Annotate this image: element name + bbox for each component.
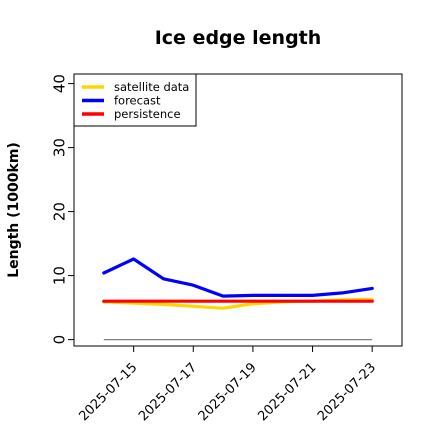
y-tick-label: 0 [51, 335, 69, 345]
plot-frame [73, 73, 403, 347]
legend-label: persistence [114, 107, 181, 121]
series-line-forecast [102, 257, 374, 298]
x-tick-label: 2025-07-17 [136, 360, 200, 424]
y-tick-label: 30 [51, 138, 69, 157]
legend-label: forecast [114, 94, 161, 108]
x-tick-label: 2025-07-23 [315, 360, 379, 424]
series-layer [102, 257, 374, 310]
y-tick-label: 10 [51, 266, 69, 285]
y-tick-label: 20 [51, 202, 69, 221]
x-tick-label: 2025-07-15 [76, 360, 140, 424]
x-axis: 2025-07-152025-07-172025-07-192025-07-21… [76, 346, 379, 424]
x-tick-label: 2025-07-21 [255, 360, 319, 424]
x-tick-label: 2025-07-19 [196, 360, 260, 424]
y-tick-label: 40 [51, 74, 69, 93]
chart-title: Ice edge length [155, 27, 322, 49]
y-axis-label: Length (1000km) [6, 142, 22, 278]
legend-label: satellite data [114, 80, 189, 94]
y-axis: 0 10 20 30 40 [51, 74, 74, 345]
